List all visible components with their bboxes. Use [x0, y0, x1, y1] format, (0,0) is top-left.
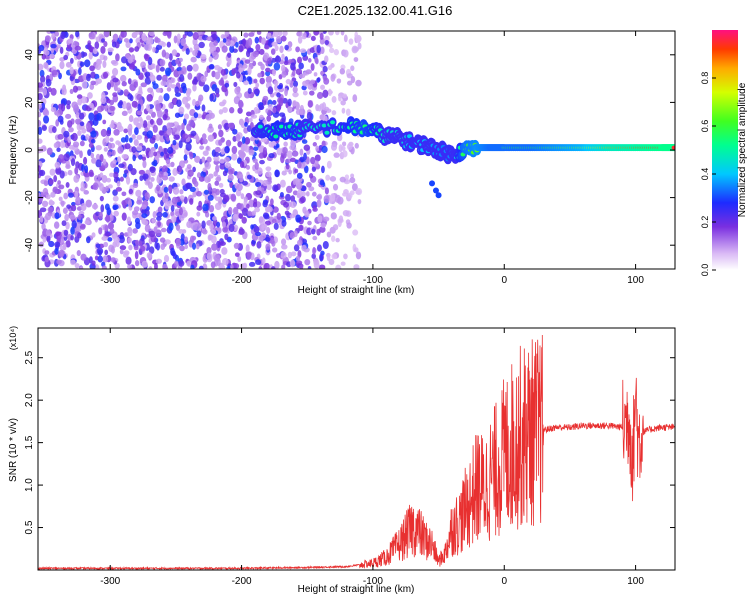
- x-tick-label: -100: [363, 275, 383, 286]
- y-tick-label: -40: [24, 238, 35, 253]
- y-tick-label: 40: [24, 49, 35, 61]
- y-tick-label: 1.0: [24, 478, 35, 492]
- snr-x-ticks: -300 -200 -100 0 100: [100, 328, 644, 587]
- x-tick-label: 100: [627, 275, 644, 286]
- spectrogram-y-label: Frequency (Hz): [8, 116, 19, 185]
- spectrogram-x-ticks: -300 -200 -100 0 100: [100, 31, 644, 286]
- snr-y-ticks: 0.5 1.0 1.5 2.0 2.5: [24, 350, 675, 534]
- y-tick-label: 20: [24, 96, 35, 108]
- y-tick-label: -20: [24, 190, 35, 205]
- colorbar: 0.0 0.2 0.4 0.6 0.8 Normalized spectral ampl…: [700, 30, 748, 276]
- colorbar-gradient: [712, 30, 738, 270]
- x-tick-label: -200: [232, 275, 252, 286]
- y-tick-label: 0.5: [24, 520, 35, 534]
- spectrogram-heatmap: [38, 31, 675, 269]
- colorbar-tick-label: 0.8: [700, 72, 710, 85]
- spectrogram-x-label: Height of straight line (km): [298, 285, 415, 296]
- y-tick-label: 1.5: [24, 435, 35, 449]
- colorbar-tick-label: 0.6: [700, 120, 710, 133]
- snr-frame: [37, 327, 676, 571]
- x-tick-label: 0: [501, 275, 507, 286]
- snr-y-label: SNR (10 * v/v): [8, 418, 19, 482]
- snr-series-line: [38, 334, 675, 570]
- colorbar-label: Normalized spectral amplitude: [737, 82, 748, 217]
- x-tick-label: 0: [501, 576, 507, 587]
- x-tick-label: 100: [627, 576, 644, 587]
- x-tick-label: -300: [100, 576, 120, 587]
- y-tick-label: 2.0: [24, 393, 35, 407]
- snr-panel: -300 -200 -100 0 100 0.5 1.0 1.5 2.0 2.5 Height …: [8, 326, 676, 595]
- colorbar-ticks: 0.0 0.2 0.4 0.6 0.8: [700, 72, 716, 277]
- x-tick-label: -300: [100, 275, 120, 286]
- colorbar-tick-label: 0.2: [700, 216, 710, 229]
- snr-x-label: Height of straight line (km): [298, 584, 415, 595]
- x-tick-label: -100: [363, 576, 383, 587]
- colorbar-tick-label: 0.4: [700, 168, 710, 181]
- y-tick-label: 2.5: [24, 350, 35, 364]
- x-tick-label: -200: [232, 576, 252, 587]
- spectrogram-y-ticks: -40 -20 0 20 40: [24, 49, 675, 253]
- y-tick-label: 0: [24, 147, 35, 153]
- figure-title: C2E1.2025.132.00.41.G16: [298, 3, 453, 18]
- colorbar-tick-label: 0.0: [700, 264, 710, 277]
- snr-y-multiplier: (x10⁴): [8, 326, 18, 350]
